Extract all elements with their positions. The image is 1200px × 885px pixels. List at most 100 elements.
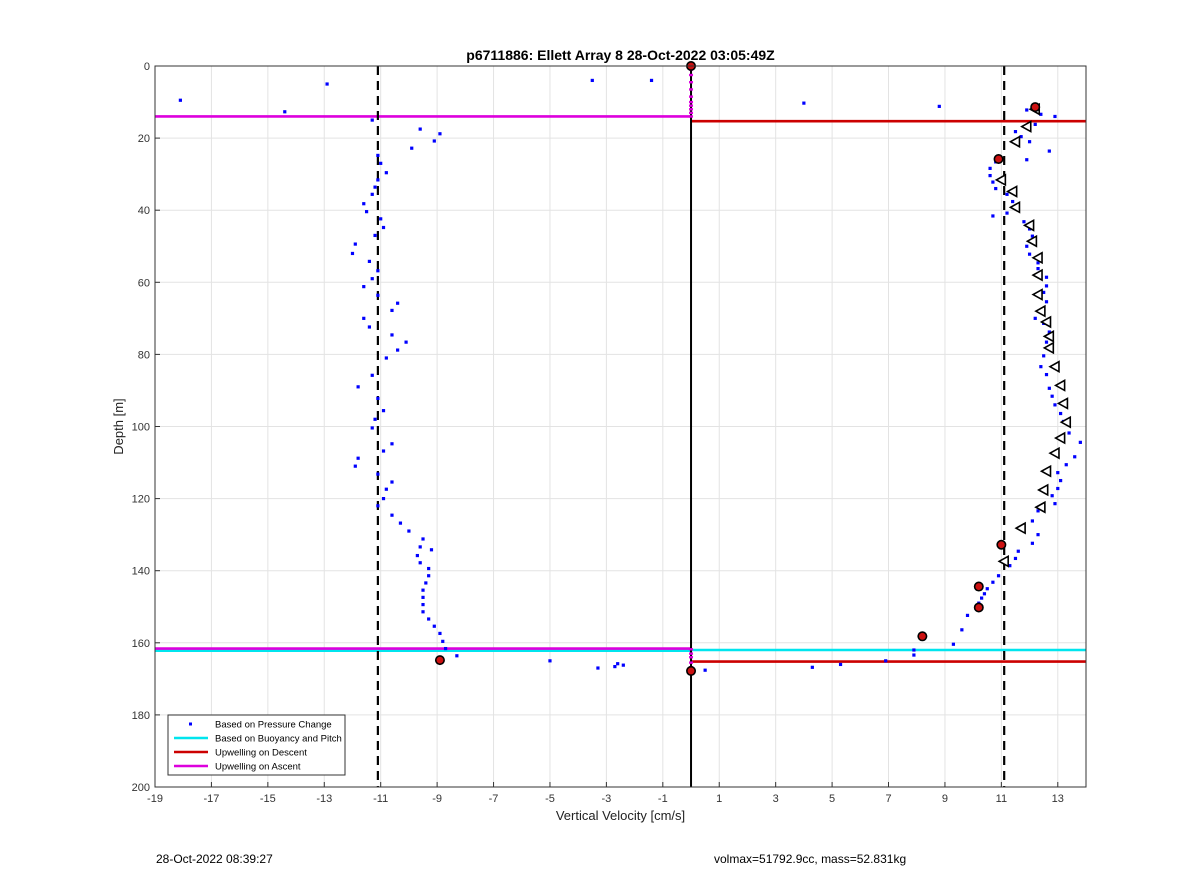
data-point [991,580,995,584]
data-point [432,139,436,143]
data-point [1073,455,1077,459]
data-point [381,225,386,230]
data-point [421,602,425,607]
legend-label: Based on Buoyancy and Pitch [215,734,342,745]
data-point [912,648,916,652]
triangle-marker [1059,415,1072,429]
data-point [613,664,617,669]
data-point [376,269,380,273]
x-tick-label: -9 [432,793,442,805]
data-point [421,595,425,599]
data-point [1053,114,1057,119]
triangle-marker [1048,360,1060,374]
x-axis-label: Vertical Velocity [cm/s] [556,808,685,823]
legend-box [167,714,346,776]
data-point [1036,509,1040,513]
data-point [376,153,380,158]
data-point [988,173,992,178]
data-point [1036,261,1040,265]
data-point [356,385,360,389]
data-point [1039,365,1043,369]
data-point [178,98,182,102]
data-point [390,513,394,517]
ascent-mark [689,115,694,118]
x-tick-label: -15 [260,793,276,805]
data-point [381,449,386,453]
triangle-marker [1020,120,1032,133]
data-point [367,259,372,263]
data-point [1033,122,1037,127]
data-point [353,242,357,246]
data-point [1042,354,1046,358]
data-point [988,166,992,170]
data-point [1027,140,1032,144]
filled-marker [973,602,984,613]
ascent-mark [689,100,694,104]
ascent-mark [689,656,694,659]
data-point [1047,330,1051,334]
legend-label: Upwelling on Descent [215,748,307,759]
x-tick-label: -17 [203,793,219,805]
data-point [1005,211,1009,215]
data-point [376,504,380,508]
ascent-mark [689,648,694,651]
triangle-marker [1042,330,1055,343]
data-point [802,101,806,105]
data-point [1044,275,1049,279]
data-point [390,333,394,337]
data-point [384,487,388,491]
data-point [1056,486,1060,491]
data-point [1044,372,1049,377]
data-point [994,186,998,191]
data-point [427,574,431,578]
data-point [370,426,374,430]
data-point [390,308,394,313]
data-point [1042,290,1046,294]
data-point [376,293,380,297]
data-point [1013,130,1018,134]
data-point [1036,267,1040,271]
pressure-change-points [178,78,1082,672]
ascent-mark [689,111,694,115]
data-point [1030,541,1034,545]
data-point [1044,340,1049,344]
profile-markers [434,60,1072,676]
data-point [283,110,287,114]
data-point [1047,149,1051,153]
data-point [396,348,400,352]
ascent-mark [689,73,694,77]
y-tick-label: 20 [138,133,150,145]
ascent-mark [689,652,694,655]
data-point [838,662,843,667]
data-point [370,373,374,377]
legend-label: Upwelling on Ascent [215,762,301,773]
data-point [455,654,459,658]
data-point [421,537,425,541]
y-tick-label: 0 [144,61,150,73]
x-tick-label: -19 [147,793,163,805]
x-tick-label: 7 [885,793,891,805]
y-tick-label: 140 [132,566,150,578]
data-point [376,472,380,476]
x-tick-label: -7 [489,793,499,805]
filled-marker [993,154,1004,165]
data-point [1044,300,1049,304]
data-point [937,104,941,108]
data-point [429,548,434,552]
data-point [364,210,369,214]
data-point [1064,463,1068,467]
triangle-marker [1031,268,1043,282]
data-point [1047,386,1051,390]
data-point [1053,502,1057,506]
data-point [443,646,448,651]
triangle-marker [1042,341,1055,355]
data-point [1005,192,1009,196]
triangle-marker [994,173,1007,187]
data-point [810,665,814,669]
data-point [438,132,442,136]
reference-lines [155,66,1086,787]
data-point [1019,135,1023,139]
data-point [1025,244,1029,248]
triangle-marker [1006,185,1018,198]
triangle-marker [1039,464,1052,478]
